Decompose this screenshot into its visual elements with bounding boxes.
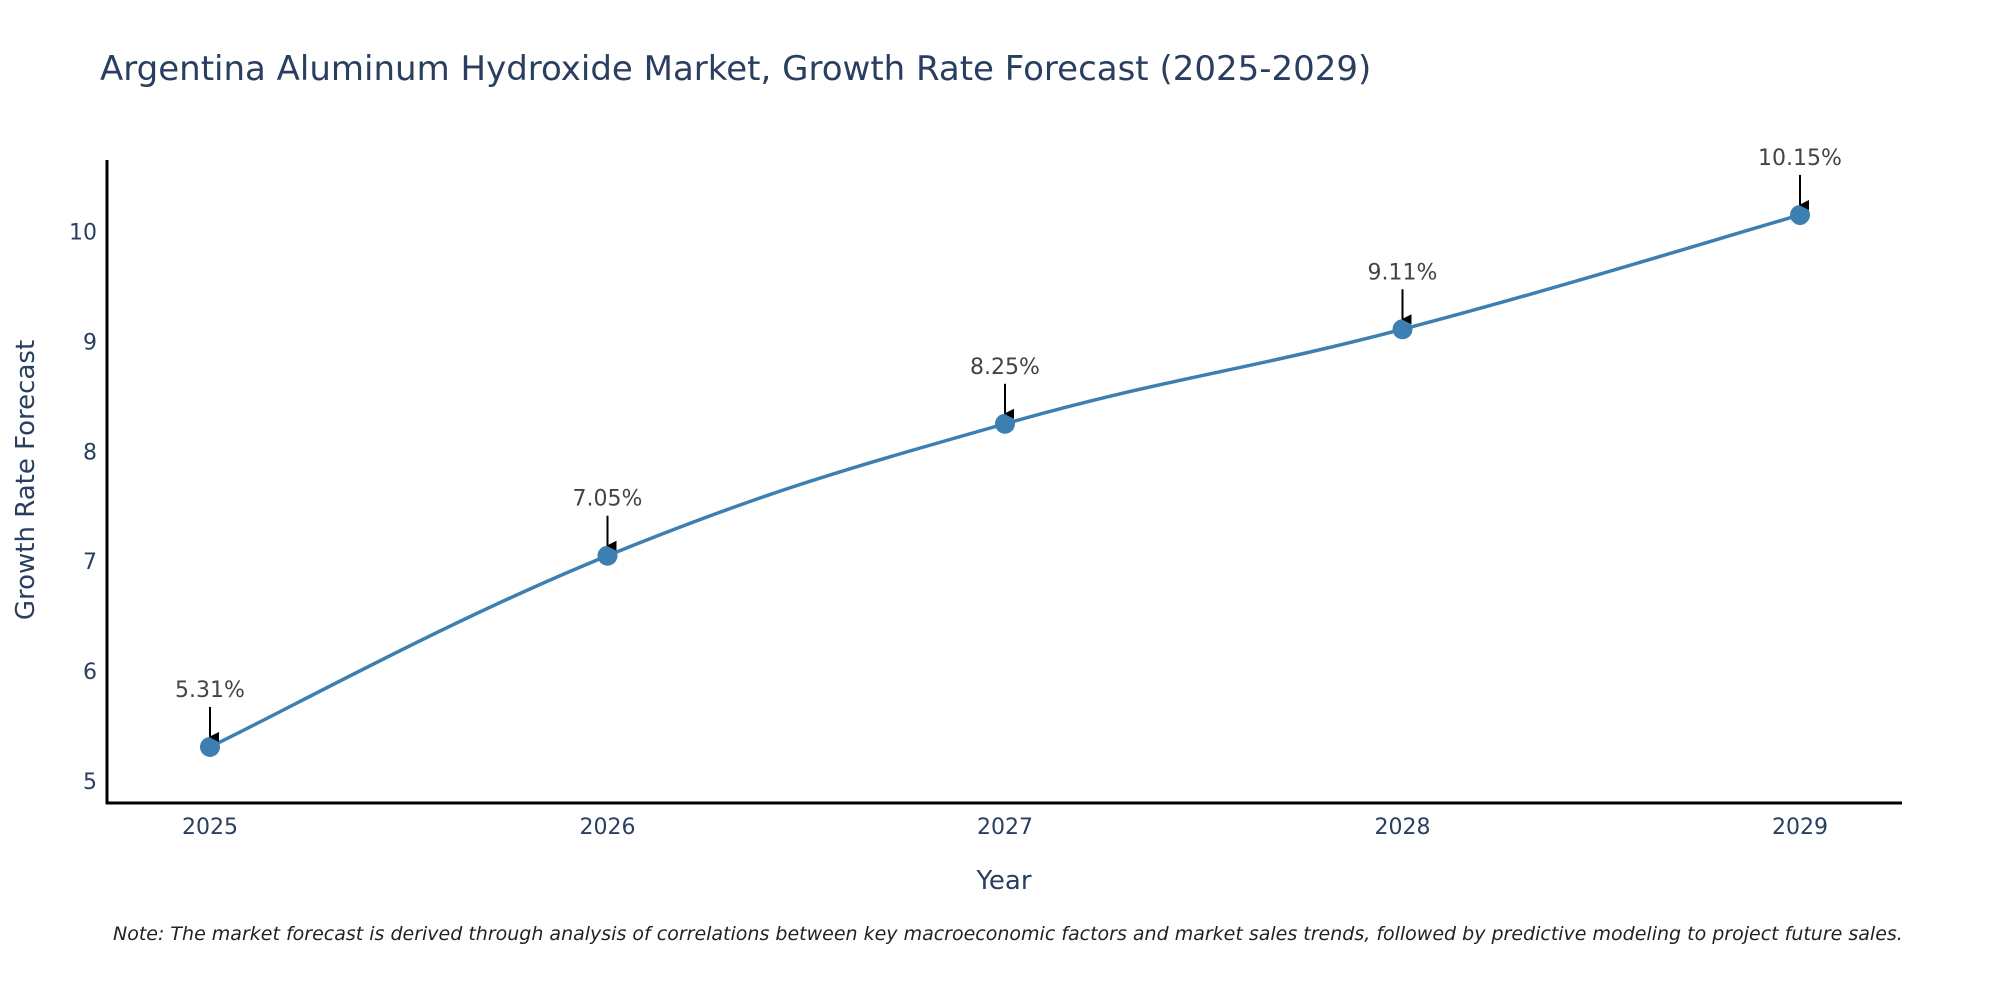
y-axis-ticks: 5 6 7 8 9 10 (69, 220, 97, 795)
data-point (995, 413, 1015, 434)
y-tick-label: 9 (83, 330, 97, 355)
chart-title: Argentina Aluminum Hydroxide Market, Gro… (100, 49, 1371, 89)
y-tick-label: 7 (83, 550, 97, 575)
x-tick-label: 2029 (1772, 815, 1828, 840)
data-annotations: 5.31% 7.05% 8.25% 9.11% 10.15% (175, 146, 1842, 742)
data-point (597, 545, 618, 566)
data-point (1790, 204, 1810, 225)
x-tick-label: 2027 (977, 815, 1033, 840)
data-label: 8.25% (970, 355, 1040, 380)
data-point (200, 736, 220, 757)
data-label: 7.05% (573, 487, 643, 512)
x-tick-label: 2026 (580, 815, 636, 840)
x-axis-ticks: 2025 2026 2027 2028 2029 (182, 815, 1828, 840)
x-tick-label: 2028 (1375, 815, 1431, 840)
data-point (1392, 319, 1413, 340)
y-tick-label: 8 (83, 440, 97, 465)
footnote: Note: The market forecast is derived thr… (113, 923, 1903, 945)
y-tick-label: 6 (83, 660, 97, 685)
data-label: 5.31% (175, 678, 245, 703)
x-tick-label: 2025 (182, 815, 238, 840)
y-tick-label: 10 (69, 220, 97, 245)
y-tick-label: 5 (83, 770, 97, 795)
data-points (200, 204, 1810, 757)
data-label: 9.11% (1368, 260, 1438, 285)
x-axis-title: Year (975, 866, 1031, 896)
series-line (209, 213, 1801, 749)
data-label: 10.15% (1758, 146, 1842, 171)
y-axis-title: Growth Rate Forecast (11, 340, 41, 620)
